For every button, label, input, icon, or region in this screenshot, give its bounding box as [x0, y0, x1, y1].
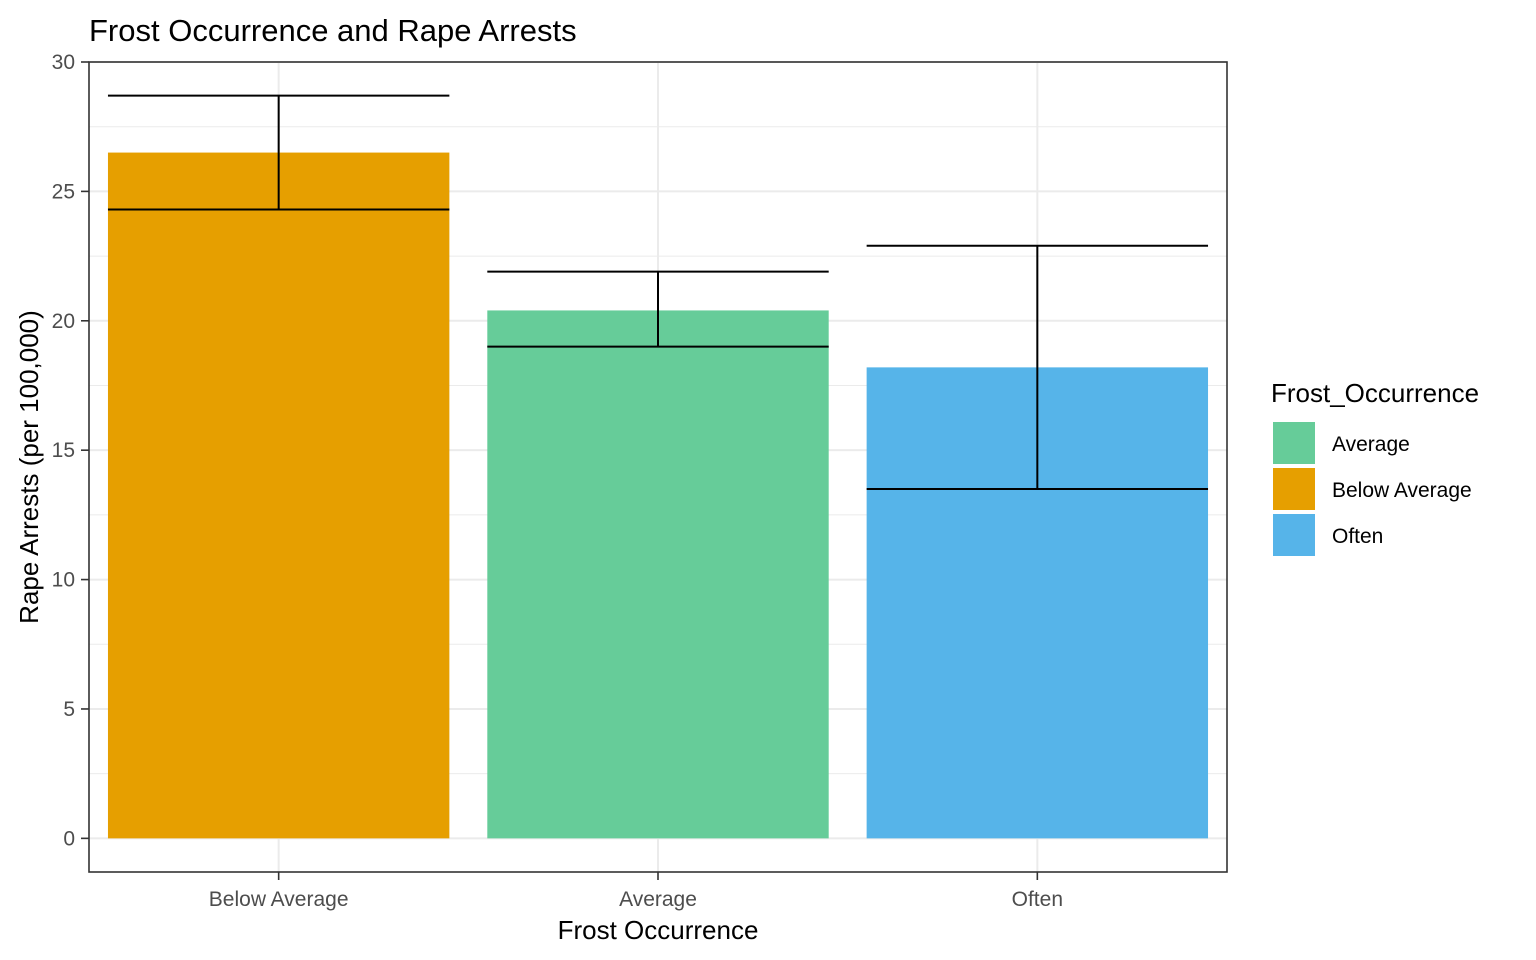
- bar-below-average: [107, 152, 450, 839]
- x-tick-label: Average: [619, 888, 697, 911]
- legend-swatch: [1273, 514, 1315, 556]
- bar-average: [487, 310, 829, 839]
- error-bars: [107, 94, 1209, 490]
- legend-label: Below Average: [1332, 479, 1472, 502]
- legend-swatch: [1273, 422, 1315, 464]
- y-axis: 0 5 10 15 20 25 30: [52, 51, 89, 850]
- y-tick-label: 0: [63, 827, 75, 850]
- x-tick-label: Below Average: [209, 888, 349, 911]
- x-axis: Below Average Average Often: [209, 872, 1063, 911]
- y-tick-label: 25: [52, 180, 75, 203]
- legend-label: Often: [1332, 525, 1383, 548]
- chart-title: Frost Occurrence and Rape Arrests: [89, 13, 577, 48]
- legend-title: Frost_Occurrence: [1271, 378, 1479, 408]
- error-bar-average: [487, 270, 829, 348]
- y-tick-label: 20: [52, 310, 75, 333]
- x-tick-label: Often: [1012, 888, 1063, 911]
- x-axis-title: Frost Occurrence: [558, 915, 759, 945]
- legend: Frost_Occurrence Average Below Average Oft…: [1271, 378, 1479, 556]
- y-tick-label: 30: [52, 51, 75, 74]
- y-tick-label: 15: [52, 439, 75, 462]
- y-tick-label: 10: [52, 569, 75, 592]
- error-bar-below-average: [107, 94, 450, 211]
- legend-label: Average: [1332, 433, 1410, 456]
- y-tick-label: 5: [63, 698, 75, 721]
- legend-swatch: [1273, 468, 1315, 510]
- error-bar-often: [866, 244, 1209, 490]
- y-axis-title: Rape Arrests (per 100,000): [14, 310, 44, 624]
